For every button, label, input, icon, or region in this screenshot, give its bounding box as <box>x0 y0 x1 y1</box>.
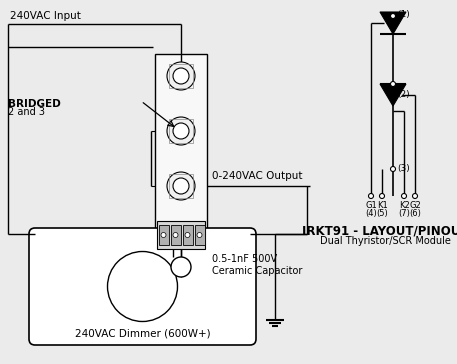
Text: 0-240VAC Output: 0-240VAC Output <box>212 171 303 181</box>
Text: (5): (5) <box>376 209 388 218</box>
Circle shape <box>402 194 406 198</box>
Bar <box>170 225 181 245</box>
Circle shape <box>390 13 395 19</box>
Text: G2: G2 <box>409 201 421 210</box>
Text: 240VAC Dimmer (600W+): 240VAC Dimmer (600W+) <box>74 329 210 339</box>
Text: IRKT91 - LAYOUT/PINOUT: IRKT91 - LAYOUT/PINOUT <box>302 224 457 237</box>
Bar <box>159 225 169 245</box>
Text: (2): (2) <box>397 90 409 99</box>
Circle shape <box>173 178 189 194</box>
Text: Dual Thyristor/SCR Module: Dual Thyristor/SCR Module <box>319 236 451 246</box>
Bar <box>195 225 204 245</box>
Bar <box>155 54 207 249</box>
Bar <box>169 119 193 143</box>
Circle shape <box>390 166 395 171</box>
Circle shape <box>167 62 195 90</box>
Text: (7): (7) <box>398 209 410 218</box>
Text: 0.5-1nF 500V
Ceramic Capacitor: 0.5-1nF 500V Ceramic Capacitor <box>212 254 303 276</box>
Polygon shape <box>380 84 406 106</box>
FancyBboxPatch shape <box>29 228 256 345</box>
Circle shape <box>167 117 195 145</box>
Circle shape <box>390 82 395 87</box>
Circle shape <box>368 194 373 198</box>
Text: (6): (6) <box>409 209 421 218</box>
Circle shape <box>413 194 418 198</box>
Text: 240VAC Input: 240VAC Input <box>10 11 81 21</box>
Circle shape <box>173 233 178 237</box>
Polygon shape <box>380 12 406 34</box>
Text: 2 and 3: 2 and 3 <box>8 107 45 117</box>
Text: BRIDGED: BRIDGED <box>8 99 61 109</box>
Bar <box>169 64 193 88</box>
Text: (3): (3) <box>397 163 410 173</box>
Text: K2: K2 <box>399 201 409 210</box>
Circle shape <box>171 257 191 277</box>
Circle shape <box>173 68 189 84</box>
Text: (1): (1) <box>397 11 410 20</box>
Circle shape <box>185 233 190 237</box>
Circle shape <box>167 172 195 200</box>
Circle shape <box>107 252 177 321</box>
Circle shape <box>197 233 202 237</box>
Circle shape <box>173 123 189 139</box>
Bar <box>169 174 193 198</box>
Circle shape <box>161 233 166 237</box>
Bar <box>157 221 205 249</box>
Text: (4): (4) <box>365 209 377 218</box>
Circle shape <box>379 194 384 198</box>
Bar <box>182 225 192 245</box>
Text: K1: K1 <box>377 201 388 210</box>
Text: G1: G1 <box>365 201 377 210</box>
